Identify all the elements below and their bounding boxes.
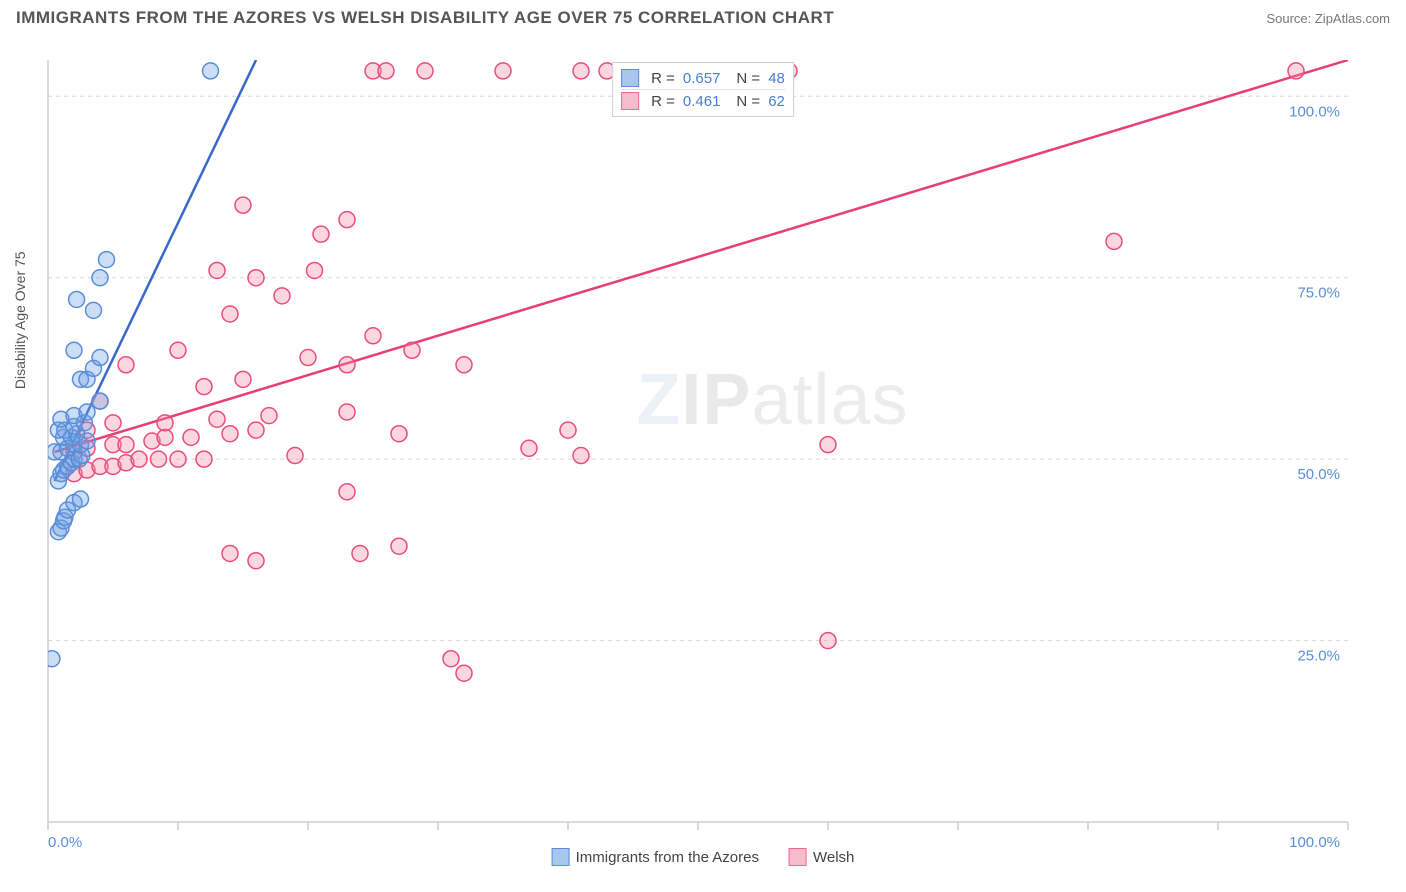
r-value-2: 0.461 — [683, 93, 721, 110]
swatch-series1-b — [552, 848, 570, 866]
chart-area: Disability Age Over 75 25.0% 50.0% 75.0% 10… — [8, 32, 1398, 868]
r-value-1: 0.657 — [683, 70, 721, 87]
legend-label-series2: Welsh — [813, 849, 854, 866]
n-label-1: N = — [736, 70, 760, 87]
r-label-1: R = — [651, 70, 675, 87]
swatch-series1 — [621, 69, 639, 87]
n-value-1: 48 — [768, 70, 785, 87]
swatch-series2 — [621, 92, 639, 110]
stats-legend: R = 0.657 N = 48 R = 0.461 N = 62 — [612, 62, 794, 117]
source-label: Source: ZipAtlas.com — [1266, 11, 1390, 26]
scatter-chart: 25.0% 50.0% 75.0% 100.0% — [8, 32, 1398, 852]
n-label-2: N = — [736, 93, 760, 110]
svg-text:25.0%: 25.0% — [1297, 648, 1340, 665]
bottom-legend: Immigrants from the Azores Welsh — [552, 848, 855, 866]
x-max-label: 100.0% — [1289, 834, 1340, 851]
swatch-series2-b — [789, 848, 807, 866]
r-label-2: R = — [651, 93, 675, 110]
svg-text:75.0%: 75.0% — [1297, 285, 1340, 302]
x-min-label: 0.0% — [48, 834, 82, 851]
stats-row-series1: R = 0.657 N = 48 — [621, 67, 785, 90]
legend-item-series2: Welsh — [789, 848, 854, 866]
stats-row-series2: R = 0.461 N = 62 — [621, 90, 785, 112]
legend-item-series1: Immigrants from the Azores — [552, 848, 759, 866]
svg-text:100.0%: 100.0% — [1289, 103, 1340, 120]
page-title: IMMIGRANTS FROM THE AZORES VS WELSH DISA… — [16, 8, 834, 28]
legend-label-series1: Immigrants from the Azores — [576, 849, 759, 866]
n-value-2: 62 — [768, 93, 785, 110]
svg-text:50.0%: 50.0% — [1297, 466, 1340, 483]
y-axis-label: Disability Age Over 75 — [12, 251, 28, 389]
